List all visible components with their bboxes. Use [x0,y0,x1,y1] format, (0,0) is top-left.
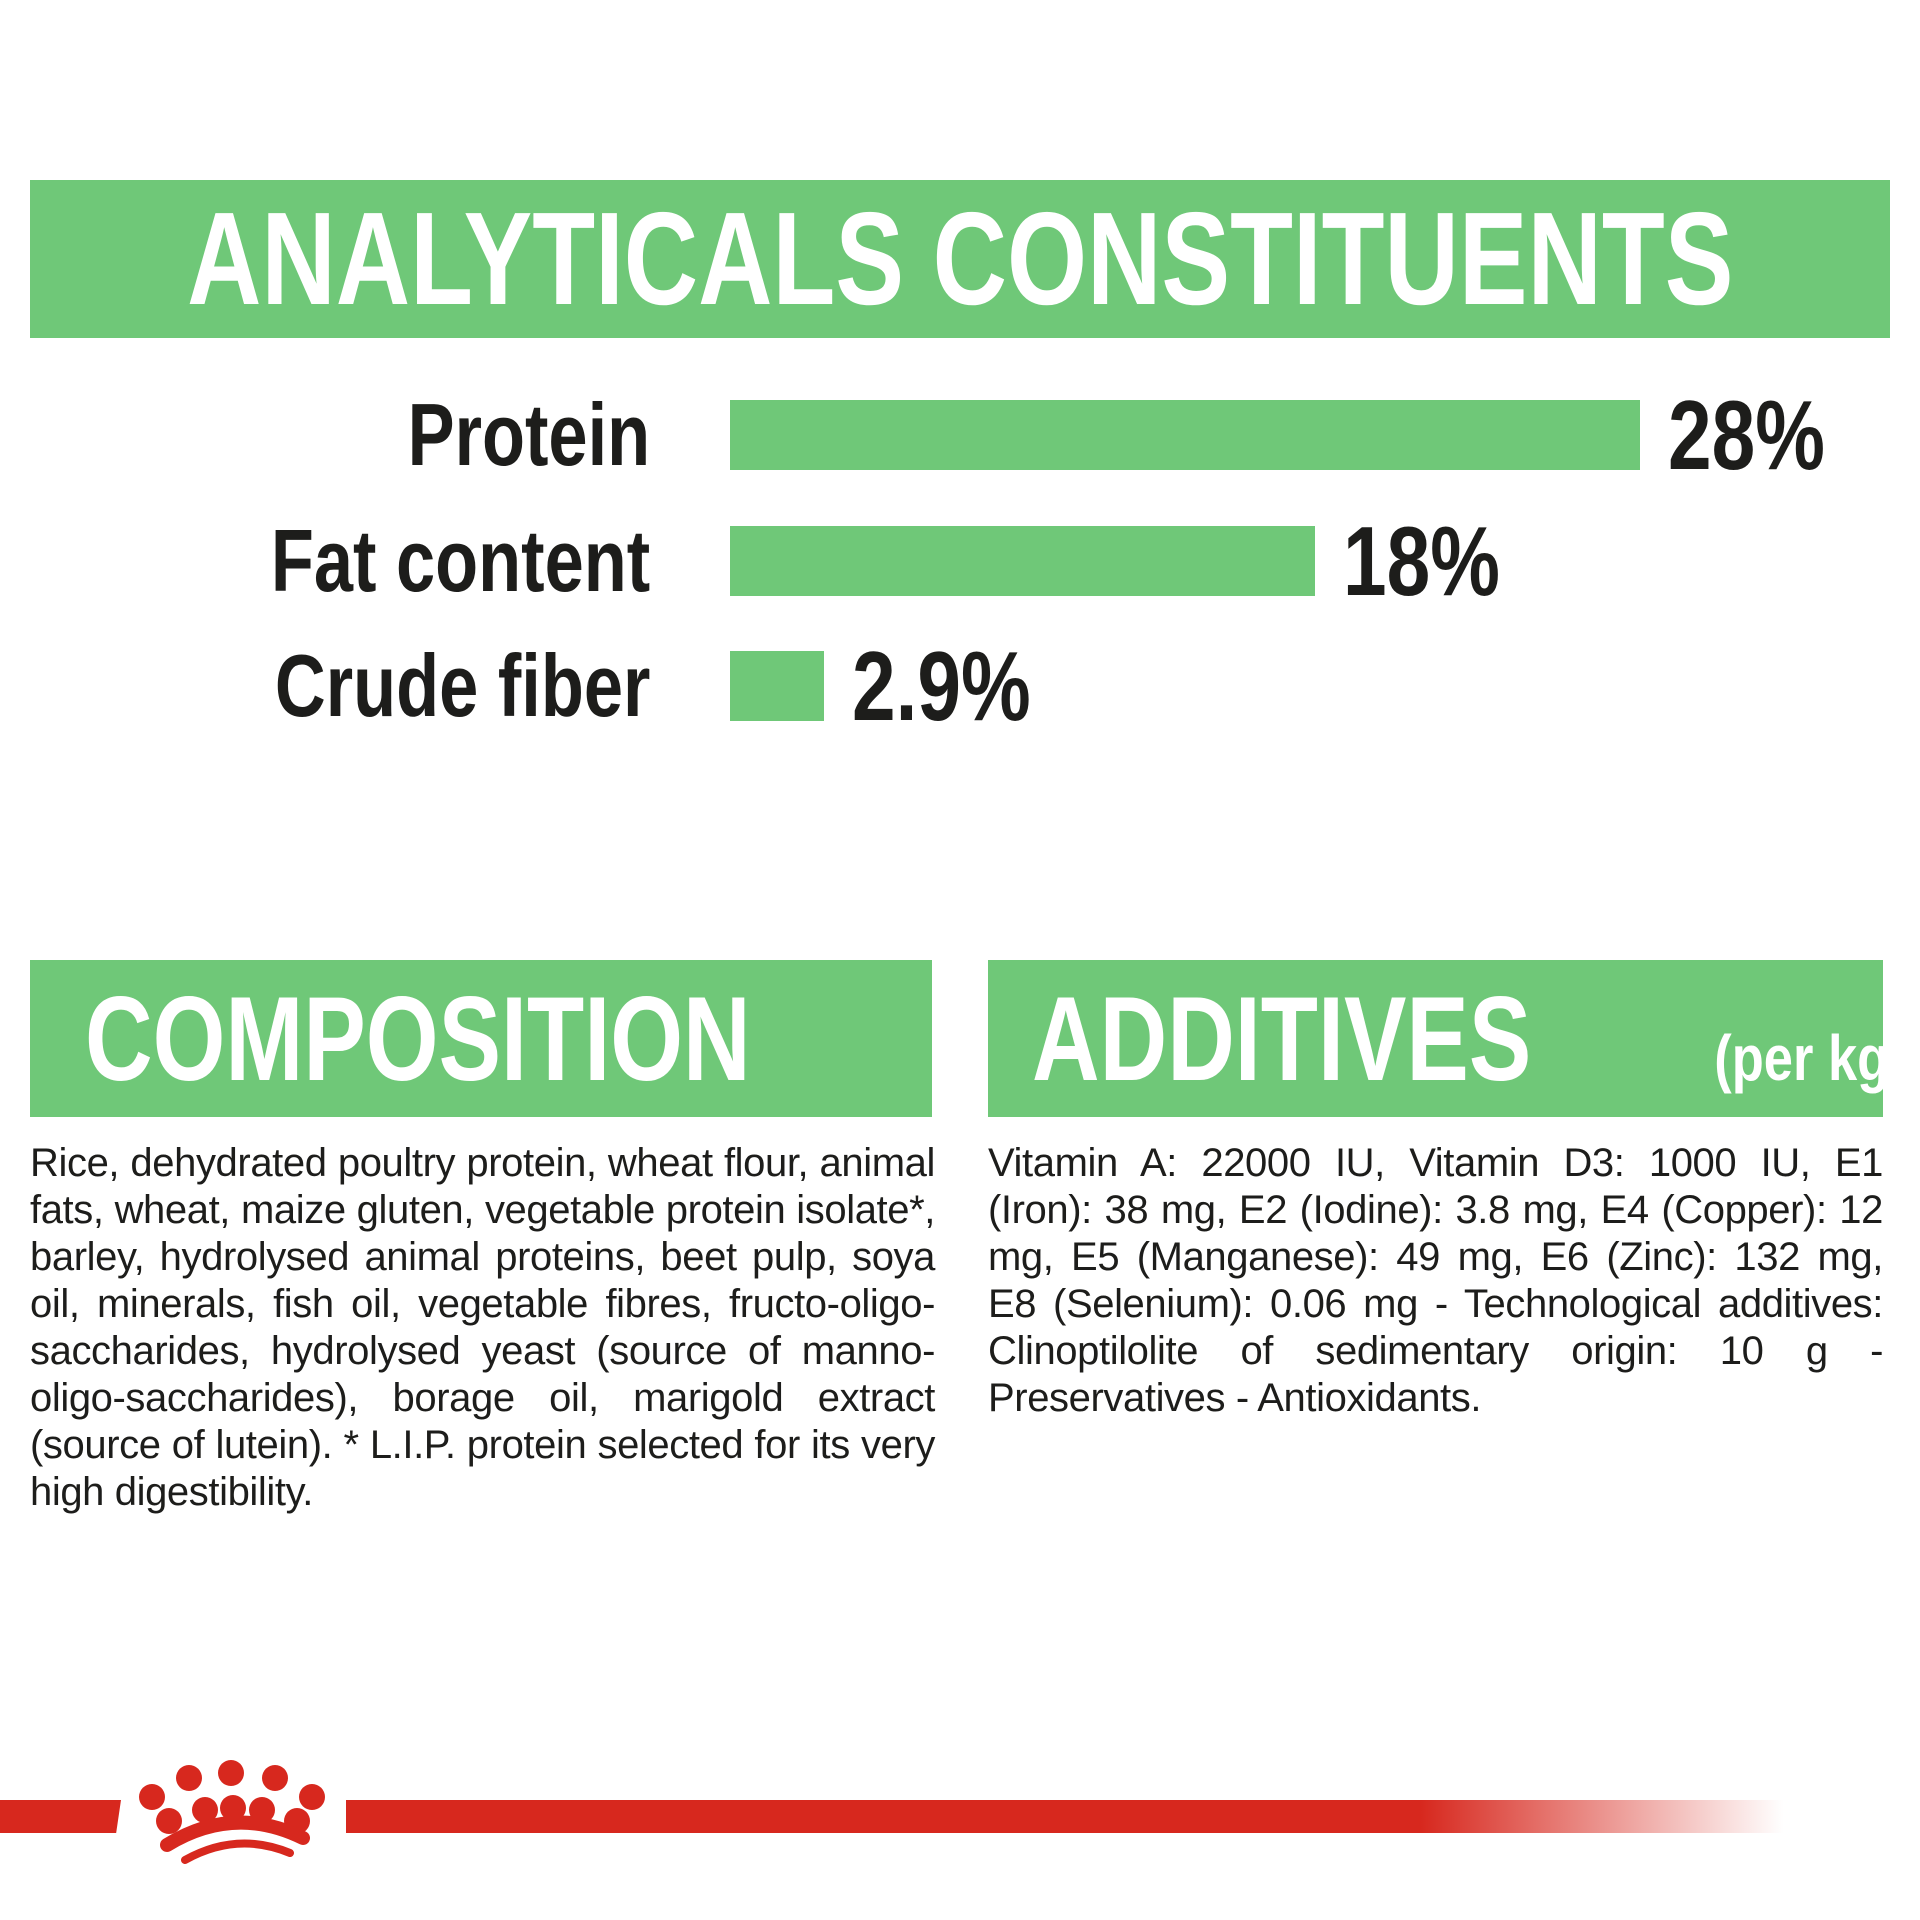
chart-value: 28% [1668,380,1825,490]
chart-bar [730,526,1315,596]
chart-bar [730,400,1640,470]
chart-row-fat-content: Fat content 18% [30,512,1539,610]
chart-bar [730,651,824,721]
analytical-constituents-chart: Protein 28% Fat content 18% Crude fiber … [30,386,1890,735]
composition-body-text: Rice, dehydrated poultry protein, wheat … [30,1141,935,1514]
additives-body-text: Vitamin A: 22000 IU, Vitamin D3: 1000 IU… [988,1141,1883,1420]
additives-title: ADDITIVES [1032,971,1532,1106]
composition-header-bar: COMPOSITION [30,960,932,1117]
composition-title: COMPOSITION [85,971,751,1106]
analyticals-header-bar: ANALYTICALS CONSTITUENTS [30,180,1890,338]
chart-label: Fat content [270,511,650,610]
chart-row-crude-fiber: Crude fiber 2.9% [30,637,1075,735]
additives-per-kg-label: (per kg) [1714,1021,1907,1094]
chart-label: Crude fiber [274,636,650,735]
chart-label: Protein [407,385,650,484]
chart-row-protein: Protein 28% [30,386,1864,484]
red-band-left [0,1800,121,1833]
red-band-right-fade [346,1800,1798,1833]
chart-value: 18% [1343,506,1500,616]
royal-canin-crown-logo-icon [139,1760,325,1864]
additives-header-bar: ADDITIVES (per kg) [988,960,1907,1117]
chart-value: 2.9% [852,631,1031,741]
analyticals-title: ANALYTICALS CONSTITUENTS [186,185,1734,332]
